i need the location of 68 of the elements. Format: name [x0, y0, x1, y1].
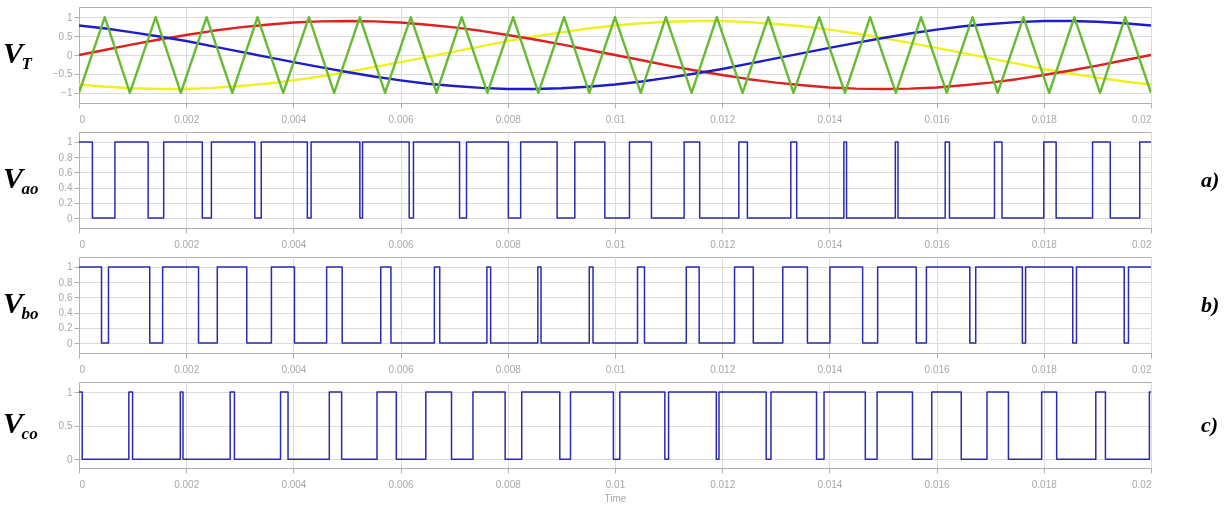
x-tick-label: 0.002: [174, 238, 200, 250]
y-tick-label: 0: [66, 49, 73, 61]
x-tick-label: 0.008: [495, 238, 522, 250]
text: a): [1201, 167, 1220, 192]
y-tick-label: 0.2: [58, 322, 73, 334]
y-tick-label: 1: [66, 261, 73, 273]
x-tick-label: 0.008: [495, 478, 522, 490]
y-tick-label: 0.5: [58, 30, 73, 42]
x-tick-label: 0.02: [1132, 238, 1152, 250]
x-tick-label: 0.02: [1132, 363, 1152, 375]
x-tick-label: 0.012: [710, 238, 736, 250]
x-tick-label: 0.006: [388, 363, 415, 375]
x-tick-label: 0.012: [710, 113, 736, 125]
x-tick-label: 0.016: [924, 238, 951, 250]
y-tick-label: 0.2: [58, 197, 73, 209]
x-tick-label: 0.016: [924, 113, 951, 125]
x-tick-label: 0.018: [1031, 113, 1058, 125]
x-tick-label: 0.006: [388, 478, 415, 490]
y-tick-label: 1: [66, 386, 73, 398]
x-tick-label: 0.018: [1031, 363, 1058, 375]
y-tick-label: −0.5: [52, 68, 73, 80]
x-tick-label: 0.016: [924, 478, 951, 490]
x-tick-label: 0.014: [817, 238, 843, 250]
x-tick-label: 0.01: [605, 363, 626, 375]
x-tick-label: 0.02: [1132, 113, 1152, 125]
x-tick-label: 0.014: [817, 113, 843, 125]
x-tick-label: 0.002: [174, 363, 200, 375]
y-tick-label: 0.6: [58, 291, 73, 303]
x-tick-label: 0: [79, 238, 86, 250]
x-tick-label: 0.004: [281, 238, 307, 250]
x-tick-label: 0.008: [495, 113, 522, 125]
y-tick-label: 0.8: [58, 151, 73, 163]
x-tick-label: 0.016: [924, 363, 951, 375]
y-tick-label: 0: [66, 212, 73, 224]
text: c): [1201, 412, 1219, 437]
x-tick-label: 0.01: [605, 113, 626, 125]
y-tick-label: 0: [66, 337, 73, 349]
x-tick-label: 0.006: [388, 113, 415, 125]
x-tick-label: 0.004: [281, 478, 307, 490]
x-axis-title: Time: [604, 492, 627, 504]
x-tick-label: 0.018: [1031, 238, 1058, 250]
y-tick-label: −1: [61, 87, 73, 99]
x-tick-label: 0.004: [281, 113, 307, 125]
x-tick-label: 0.002: [174, 478, 200, 490]
text: b): [1201, 292, 1220, 317]
x-tick-label: 0: [79, 478, 86, 490]
y-tick-label: 0.6: [58, 166, 73, 178]
y-tick-label: 1: [66, 136, 73, 148]
y-tick-label: 0.4: [58, 182, 73, 194]
x-tick-label: 0.018: [1031, 478, 1058, 490]
y-tick-label: 0: [66, 453, 73, 465]
x-tick-label: 0: [79, 113, 86, 125]
x-tick-label: 0.008: [495, 363, 522, 375]
x-tick-label: 0.006: [388, 238, 415, 250]
y-tick-label: 0.4: [58, 307, 73, 319]
x-tick-label: 0.02: [1132, 478, 1152, 490]
x-tick-label: 0.01: [605, 478, 626, 490]
y-tick-label: 1: [66, 11, 73, 23]
x-tick-label: 0.012: [710, 478, 736, 490]
x-tick-label: 0.002: [174, 113, 200, 125]
x-tick-label: 0.014: [817, 478, 843, 490]
x-tick-label: 0.004: [281, 363, 307, 375]
x-tick-label: 0.014: [817, 363, 843, 375]
x-tick-label: 0.01: [605, 238, 626, 250]
x-tick-label: 0: [79, 363, 86, 375]
y-tick-label: 0.5: [58, 420, 73, 432]
x-tick-label: 0.012: [710, 363, 736, 375]
y-tick-label: 0.8: [58, 276, 73, 288]
